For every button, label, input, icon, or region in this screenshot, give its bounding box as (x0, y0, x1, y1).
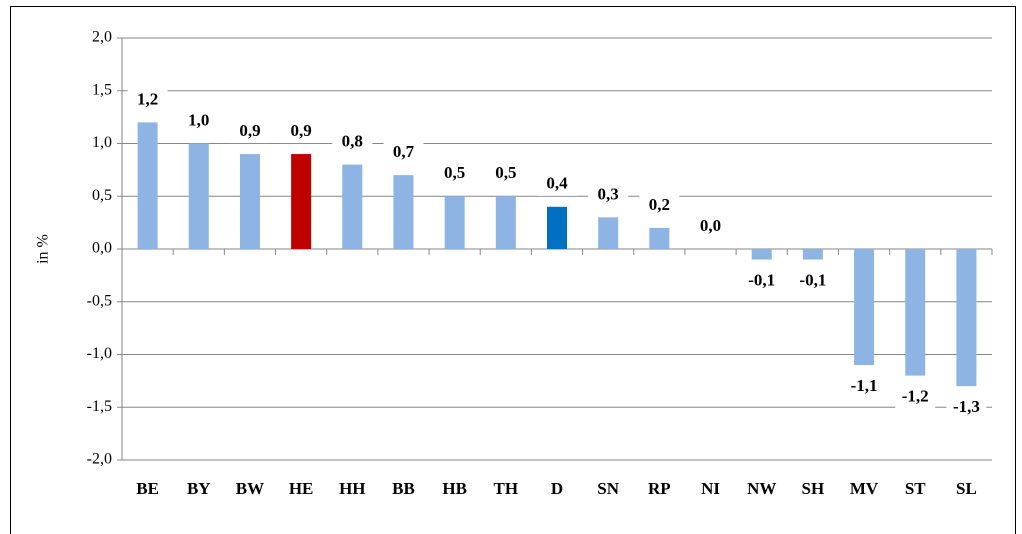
value-label: 0,8 (342, 132, 363, 151)
value-label: 1,2 (137, 89, 158, 108)
value-label-bg (639, 194, 680, 217)
bar (393, 175, 414, 249)
y-tick-label: 0,5 (92, 187, 112, 204)
x-tick-label: NI (701, 479, 720, 498)
bar (291, 154, 312, 249)
x-tick-label: NW (747, 479, 776, 498)
value-label-bg (434, 163, 475, 186)
value-label: -1,1 (851, 376, 878, 395)
value-label-bg (332, 131, 373, 154)
x-tick-label: HE (289, 479, 314, 498)
y-tick-label: 1,0 (92, 134, 112, 151)
value-label-bg (741, 270, 782, 293)
bar (137, 122, 158, 249)
x-tick-label: HH (339, 479, 365, 498)
value-label-bg (281, 121, 322, 144)
x-tick-label: SH (802, 479, 825, 498)
value-label: 0,5 (444, 163, 465, 182)
bar (188, 143, 209, 249)
bar (547, 206, 567, 249)
value-label: 0,2 (649, 195, 670, 214)
x-tick-label: TH (494, 479, 519, 498)
y-tick-label: -2,0 (87, 451, 112, 468)
value-label: -0,1 (748, 270, 775, 289)
x-tick-label: BY (187, 479, 211, 498)
bar (802, 249, 823, 260)
value-label-bg (178, 110, 219, 133)
value-label: 0,0 (700, 216, 721, 235)
x-tick-label: SN (597, 479, 619, 498)
value-label-bg (844, 376, 885, 399)
x-tick-label: BB (392, 479, 415, 498)
value-label: 0,9 (290, 121, 311, 140)
chart-border (10, 6, 1016, 534)
x-tick-label: MV (850, 479, 879, 498)
bar (956, 249, 977, 387)
value-label-bg (895, 386, 936, 409)
y-tick-label: 0,0 (92, 240, 112, 257)
value-label: -1,2 (902, 387, 929, 406)
x-tick-label: RP (648, 479, 671, 498)
bar (751, 249, 772, 260)
value-label: 1,0 (188, 110, 209, 129)
value-label: 0,4 (546, 174, 568, 193)
value-label-bg (229, 121, 270, 144)
bar (239, 154, 260, 249)
value-label-bg (485, 163, 526, 186)
bar (854, 249, 875, 366)
bar (649, 227, 670, 249)
bar (598, 217, 619, 249)
y-tick-label: -0,5 (87, 292, 112, 309)
value-label-bg (792, 270, 833, 293)
value-label: 0,9 (239, 121, 260, 140)
value-label-bg (537, 173, 577, 196)
value-label: 0,7 (393, 142, 415, 161)
y-tick-label: -1,5 (87, 398, 112, 415)
value-label: -0,1 (799, 270, 826, 289)
bar (905, 249, 926, 376)
value-label-bg (127, 89, 168, 112)
y-axis-label: in % (35, 234, 52, 264)
value-label: 0,3 (598, 184, 619, 203)
y-tick-label: 2,0 (92, 29, 112, 46)
bar (342, 164, 363, 249)
value-label-bg (690, 216, 731, 238)
value-label-bg (588, 184, 629, 207)
y-tick-label: -1,0 (87, 345, 112, 362)
value-label-bg (946, 397, 987, 420)
y-tick-label: 1,5 (92, 81, 112, 98)
x-tick-label: D (551, 479, 563, 498)
x-tick-label: SL (956, 479, 977, 498)
x-tick-label: BE (136, 479, 159, 498)
x-tick-label: HB (442, 479, 467, 498)
value-label: 0,5 (495, 163, 516, 182)
x-tick-label: BW (236, 479, 264, 498)
bar (444, 196, 465, 249)
value-label: -1,3 (953, 397, 980, 416)
x-tick-label: ST (905, 479, 926, 498)
bar (495, 196, 516, 249)
value-label-bg (383, 142, 424, 165)
